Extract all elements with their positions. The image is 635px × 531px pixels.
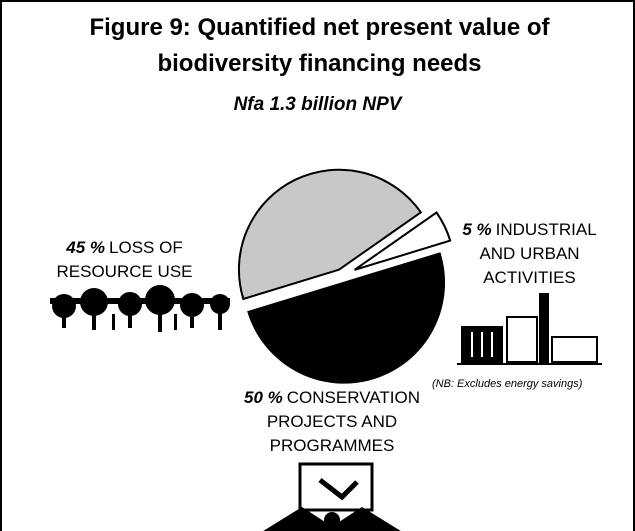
factory-icon — [457, 294, 602, 364]
category-label: INDUSTRIAL AND URBAN ACTIVITIES — [479, 220, 596, 287]
value-label: 50 % — [244, 388, 283, 407]
chart-title: Figure 9: Quantified net present value o… — [72, 10, 567, 82]
category-label: CONSERVATION PROJECTS AND PROGRAMMES — [267, 388, 420, 455]
annotation: (NB: Excludes energy savings) — [432, 378, 582, 390]
chart: Figure 9: Quantified net present value o… — [0, 0, 635, 531]
trees-icon — [50, 285, 230, 332]
slice-label: 50 %CONSERVATION PROJECTS AND PROGRAMMES — [242, 386, 422, 458]
slice-label: 45 %LOSS OF RESOURCE USE — [52, 236, 197, 284]
meeting-icon — [260, 464, 404, 531]
chart-subtitle: Nfa 1.3 billion NPV — [2, 94, 633, 116]
slice-label: 5 %INDUSTRIAL AND URBAN ACTIVITIES — [457, 218, 602, 290]
value-label: 45 % — [66, 238, 105, 257]
value-label: 5 % — [462, 220, 491, 239]
